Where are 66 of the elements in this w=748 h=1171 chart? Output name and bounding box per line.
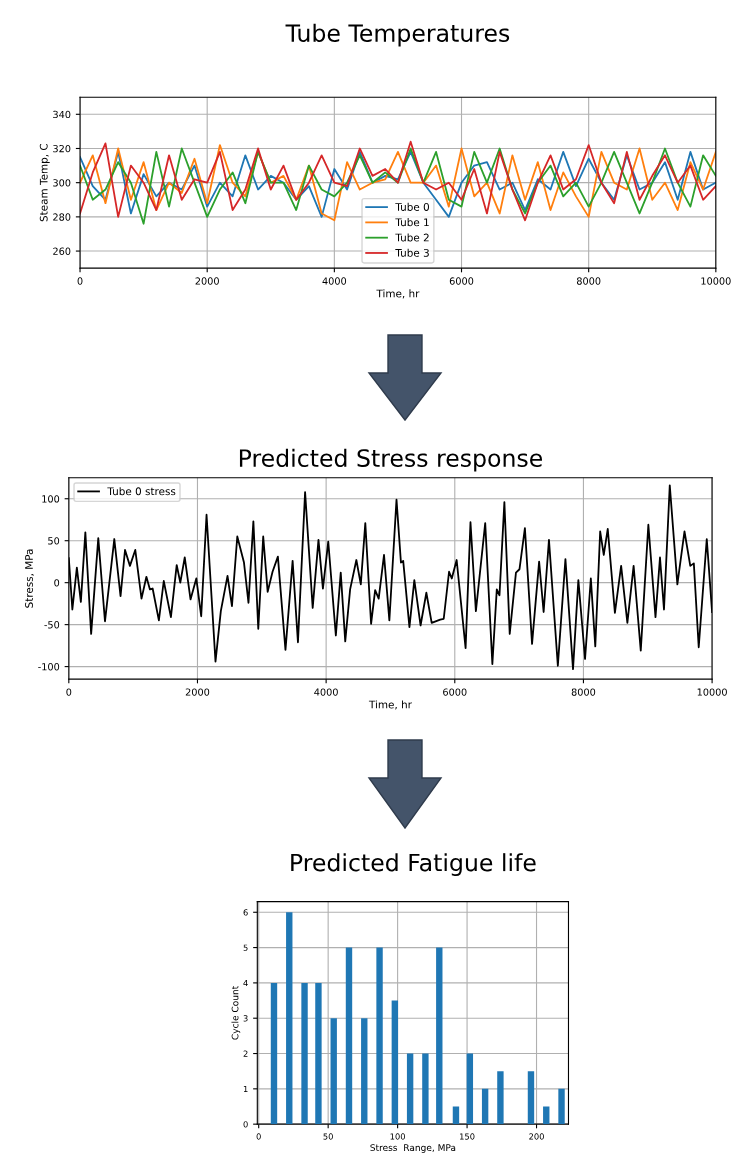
y-tick-label: 280 <box>53 213 71 221</box>
bar <box>376 947 383 1125</box>
bar <box>315 982 322 1125</box>
chart-title: Predicted Stress response <box>239 448 543 472</box>
y-axis-title: Steam Temp, C <box>39 143 50 222</box>
bar <box>466 1053 474 1125</box>
x-tick-label: 8000 <box>576 277 601 285</box>
x-axis-title: Stress Range, MPa <box>370 1144 456 1153</box>
y-tick-label: 0 <box>243 1121 248 1128</box>
bar <box>436 947 443 1125</box>
bar <box>406 1053 414 1125</box>
y-tick-label: 3 <box>243 1015 248 1022</box>
y-tick-label: 340 <box>53 110 71 119</box>
y-tick-label: 300 <box>53 179 71 187</box>
x-tick-label: 8000 <box>571 688 596 696</box>
bar <box>452 1106 460 1125</box>
x-tick-label: 6000 <box>443 688 467 696</box>
y-axis-title: Stress, MPa <box>25 549 34 608</box>
x-tick-label: 10000 <box>701 277 731 285</box>
legend-label: Tube 0 stress <box>107 487 176 496</box>
x-tick-label: 150 <box>460 1133 475 1140</box>
legend-label: Tube 2 <box>395 233 429 242</box>
bar <box>361 1018 368 1125</box>
chart-title: Tube Temperatures <box>285 23 510 47</box>
x-tick-label: 4000 <box>314 688 338 696</box>
bar <box>391 1000 399 1125</box>
bar <box>301 982 308 1125</box>
x-tick-label: 4000 <box>322 277 347 285</box>
x-tick-label: 6000 <box>449 277 474 285</box>
y-axis-title: Cycle Count <box>231 985 241 1040</box>
x-tick-label: 200 <box>529 1133 544 1140</box>
y-tick-label: 6 <box>243 909 248 916</box>
bar <box>558 1088 565 1125</box>
x-tick-label: 2000 <box>185 688 210 696</box>
bar <box>345 947 353 1125</box>
y-tick-label: 260 <box>53 247 71 255</box>
x-tick-label: 50 <box>323 1133 333 1140</box>
bar <box>330 1018 337 1125</box>
x-tick-label: 100 <box>390 1133 406 1140</box>
y-tick-label: 320 <box>53 144 71 153</box>
legend-label: Tube 3 <box>395 248 429 257</box>
chart-title: Predicted Fatigue life <box>291 853 536 877</box>
bar <box>481 1088 489 1125</box>
y-tick-label: -50 <box>44 621 60 629</box>
y-tick-label: 2 <box>243 1050 248 1057</box>
bar <box>527 1071 535 1125</box>
y-tick-label: 1 <box>243 1085 248 1093</box>
legend-label: Tube 0 <box>395 202 429 211</box>
bar <box>270 982 278 1125</box>
y-tick-label: -100 <box>38 663 60 671</box>
bar <box>543 1106 550 1125</box>
bar <box>422 1053 429 1125</box>
x-axis-title: Time, hr <box>368 700 412 710</box>
legend-label: Tube 1 <box>395 218 429 227</box>
x-tick-label: 0 <box>77 277 83 285</box>
y-tick-label: 100 <box>42 495 60 503</box>
x-axis-title: Time, hr <box>376 289 420 299</box>
x-tick-label: 2000 <box>195 277 219 285</box>
x-tick-label: 10000 <box>697 688 727 696</box>
y-tick-label: 50 <box>48 537 60 545</box>
bar <box>286 912 293 1125</box>
y-tick-label: 0 <box>54 579 60 587</box>
x-tick-label: 0 <box>256 1133 261 1140</box>
y-tick-label: 4 <box>243 979 248 987</box>
y-tick-label: 5 <box>243 944 248 951</box>
bar <box>497 1071 504 1125</box>
